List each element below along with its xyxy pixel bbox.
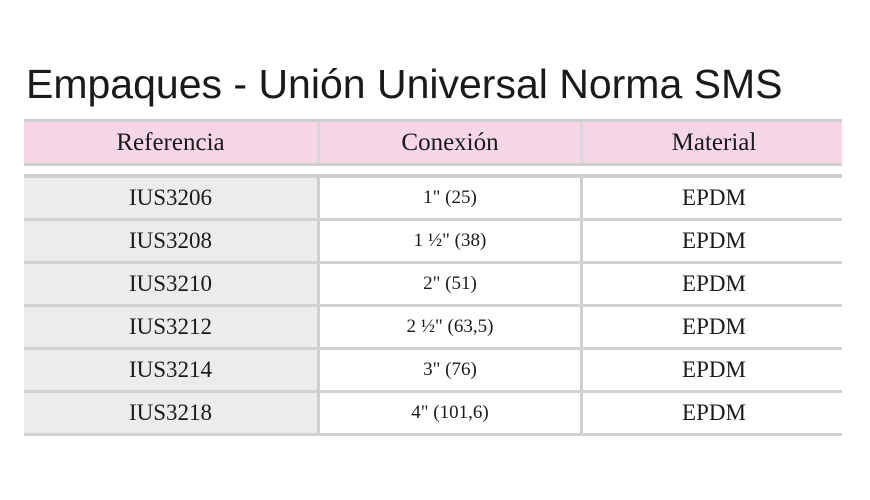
cell-material: EPDM xyxy=(682,400,746,425)
column-divider xyxy=(317,178,320,218)
column-divider xyxy=(580,393,583,433)
column-divider xyxy=(580,221,583,261)
cell-material: EPDM xyxy=(682,271,746,296)
cell-referencia: IUS3206 xyxy=(24,178,317,218)
cell-material: EPDM xyxy=(682,228,746,253)
cell-material: EPDM xyxy=(682,357,746,382)
cell-conexion: 4" (101,6) xyxy=(411,402,489,423)
cell-material: EPDM xyxy=(682,185,746,210)
cell-referencia: IUS3214 xyxy=(24,350,317,390)
column-divider xyxy=(580,350,583,390)
column-divider xyxy=(317,350,320,390)
product-table: Referencia Conexión Material IUS3206 1" … xyxy=(24,119,842,436)
cell-conexion: 2 ½" (63,5) xyxy=(406,316,494,337)
column-divider xyxy=(317,393,320,433)
column-divider xyxy=(317,122,320,163)
column-divider xyxy=(317,264,320,304)
cell-conexion: 3" (76) xyxy=(423,359,477,380)
cell-referencia: IUS3212 xyxy=(24,307,317,347)
column-header-referencia: Referencia xyxy=(116,128,225,156)
table-row: IUS3212 2 ½" (63,5) EPDM xyxy=(24,307,842,350)
cell-referencia: IUS3210 xyxy=(24,264,317,304)
column-divider xyxy=(580,264,583,304)
cell-conexion: 1 ½" (38) xyxy=(413,230,487,251)
page-title: Empaques - Unión Universal Norma SMS xyxy=(26,61,783,107)
column-divider xyxy=(580,178,583,218)
column-header-material: Material xyxy=(671,128,757,156)
table-row: IUS3218 4" (101,6) EPDM xyxy=(24,393,842,436)
column-divider xyxy=(317,221,320,261)
table-header: Referencia Conexión Material xyxy=(24,119,842,166)
column-divider xyxy=(580,122,583,163)
column-header-conexion: Conexión xyxy=(401,128,499,156)
cell-material: EPDM xyxy=(682,314,746,339)
cell-referencia: IUS3218 xyxy=(24,393,317,433)
column-divider xyxy=(580,307,583,347)
table-row: IUS3210 2" (51) EPDM xyxy=(24,264,842,307)
cell-referencia: IUS3208 xyxy=(24,221,317,261)
table-row: IUS3208 1 ½" (38) EPDM xyxy=(24,221,842,264)
table-row: IUS3206 1" (25) EPDM xyxy=(24,178,842,221)
cell-conexion: 1" (25) xyxy=(423,187,477,208)
header-spacer xyxy=(24,166,842,178)
table-row: IUS3214 3" (76) EPDM xyxy=(24,350,842,393)
cell-conexion: 2" (51) xyxy=(423,273,477,294)
column-divider xyxy=(317,307,320,347)
